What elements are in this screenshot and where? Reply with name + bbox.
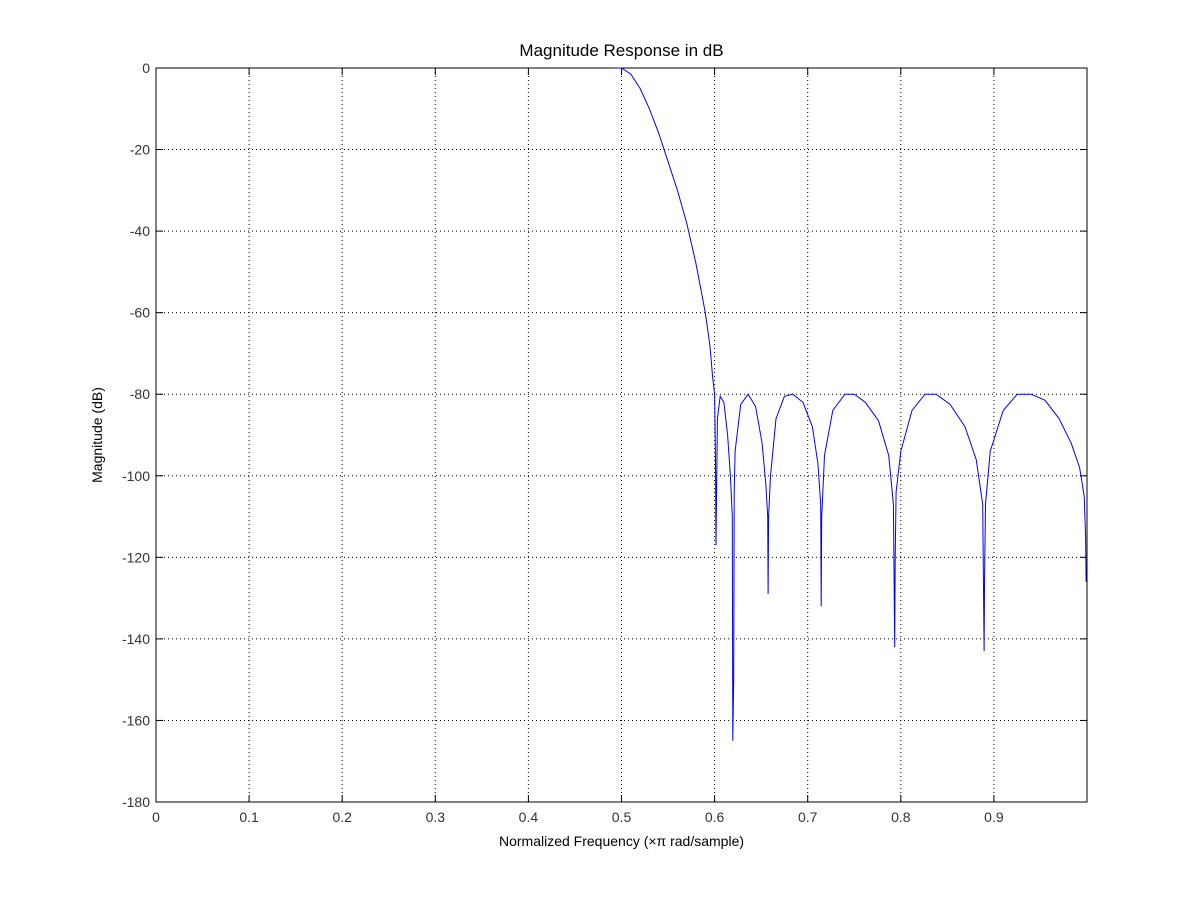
x-axis-label: Normalized Frequency (×π rad/sample): [499, 833, 744, 849]
x-tick-label: 0.6: [705, 809, 725, 825]
y-axis-label: Magnitude (dB): [89, 387, 105, 483]
y-tick-label: -60: [130, 305, 150, 321]
x-tick-label: 0.4: [519, 809, 539, 825]
x-tick-label: 0.7: [798, 809, 818, 825]
y-tick-label: 0: [142, 60, 150, 76]
magnitude-response-line: [615, 67, 1087, 741]
y-tick-label: -40: [130, 223, 150, 239]
x-tick-label: 0.2: [332, 809, 352, 825]
chart-title: Magnitude Response in dB: [519, 41, 723, 60]
y-tick-label: -20: [130, 142, 150, 158]
tick-labels: 0 0.1 0.2 0.3 0.4 0.5 0.6 0.7 0.8 0.9 0 -20 -40 -60 -8…: [122, 60, 1004, 825]
y-tick-label: -180: [122, 794, 150, 810]
x-tick-label: 0.1: [239, 809, 259, 825]
x-tick-label: 0.8: [891, 809, 911, 825]
x-tick-label: 0: [152, 809, 160, 825]
y-tick-label: -160: [122, 712, 150, 728]
axis-ticks: [155, 67, 1087, 803]
plot-frame: [155, 67, 1088, 803]
x-tick-label: 0.3: [426, 809, 446, 825]
y-tick-label: -100: [122, 468, 150, 484]
x-tick-label: 0.5: [612, 809, 632, 825]
grid-lines: [156, 68, 1087, 802]
x-tick-label: 0.9: [984, 809, 1004, 825]
y-tick-label: -80: [130, 386, 150, 402]
y-tick-label: -140: [122, 631, 150, 647]
y-tick-label: -120: [122, 549, 150, 565]
